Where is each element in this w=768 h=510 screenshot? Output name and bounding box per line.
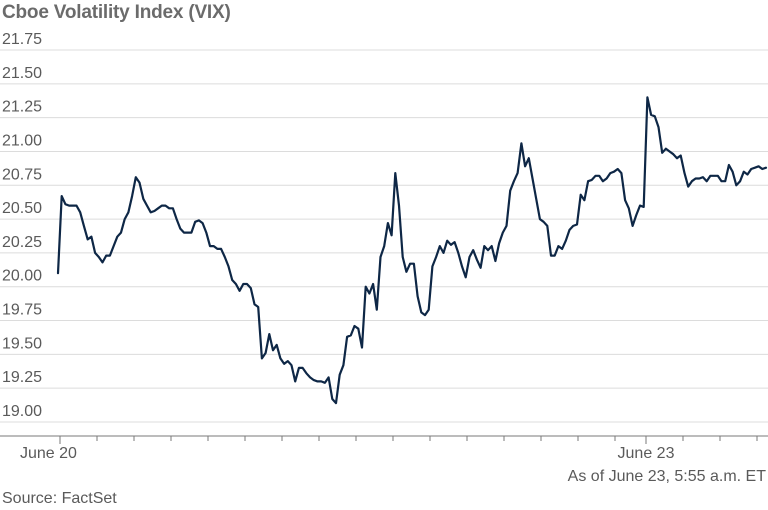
y-tick-label: 21.50 xyxy=(2,65,42,82)
source-note: Source: FactSet xyxy=(2,490,117,507)
grid-lines xyxy=(0,49,768,423)
y-tick-label: 19.25 xyxy=(2,369,42,386)
chart-title: Cboe Volatility Index (VIX) xyxy=(2,2,231,23)
y-tick-label: 20.75 xyxy=(2,166,42,183)
y-tick-label: 20.25 xyxy=(2,234,42,251)
vix-line-chart: 21.75 21.50 21.25 21.00 20.75 20.50 20.25 20.00… xyxy=(0,31,768,462)
y-tick-label: 20.50 xyxy=(2,200,42,217)
y-tick-label: 21.75 xyxy=(2,31,42,48)
y-axis-tick-labels: 21.75 21.50 21.25 21.00 20.75 20.50 20.25 20.00… xyxy=(2,31,42,420)
series-group xyxy=(56,96,768,405)
x-axis: June 20 June 23 xyxy=(0,435,768,462)
x-tick-label: June 23 xyxy=(618,445,675,462)
series-line xyxy=(56,96,768,405)
y-tick-label: 20.00 xyxy=(2,268,42,285)
y-tick-label: 19.00 xyxy=(2,403,42,420)
y-tick-label: 21.25 xyxy=(2,99,42,116)
y-tick-label: 21.00 xyxy=(2,132,42,149)
as-of-note: As of June 23, 5:55 a.m. ET xyxy=(567,468,766,485)
x-tick-label: June 20 xyxy=(20,445,77,462)
y-tick-label: 19.50 xyxy=(2,335,42,352)
y-tick-label: 19.75 xyxy=(2,302,42,319)
